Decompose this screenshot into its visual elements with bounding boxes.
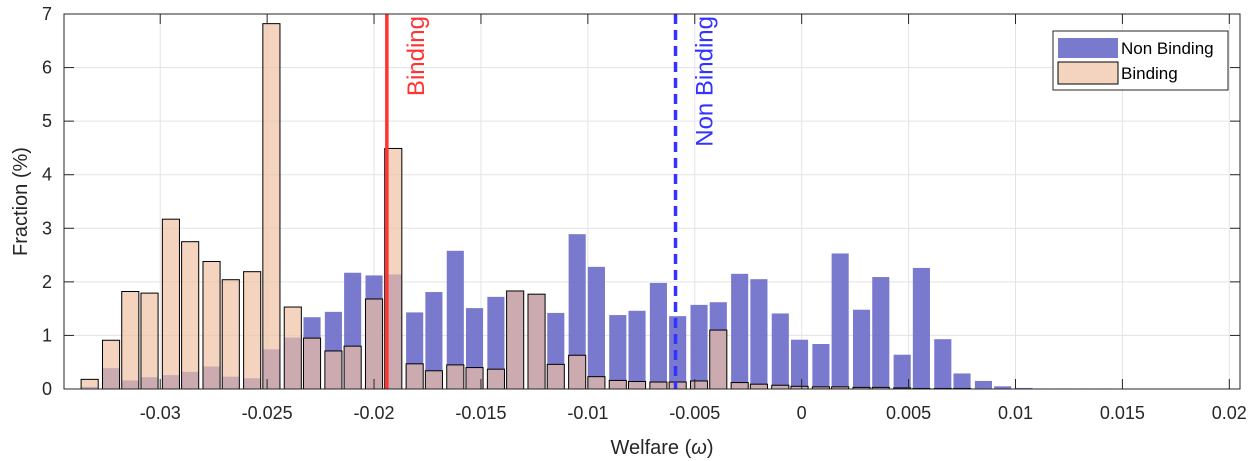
binding-bar (668, 381, 687, 390)
non-binding-bar (750, 279, 768, 389)
binding-bar (424, 370, 443, 390)
non-binding-bar (912, 267, 930, 389)
non-binding-bar (568, 234, 586, 389)
non-binding-bar (831, 253, 849, 389)
reference-label-binding: Binding (403, 16, 430, 96)
histogram-bars (80, 23, 1114, 390)
y-tick-label: 1 (42, 325, 52, 345)
non-binding-bar (852, 309, 871, 389)
y-tick-label: 0 (42, 379, 52, 399)
plot-frame (63, 13, 1241, 390)
binding-bar (446, 364, 465, 390)
non-binding-bar (953, 373, 971, 389)
non-binding-bar (790, 339, 809, 389)
x-tick-label: 0.01 (998, 403, 1033, 423)
x-axis-label-close: ) (707, 437, 714, 459)
binding-bar (181, 241, 200, 390)
y-tick-label: 7 (42, 4, 52, 24)
binding-bar (202, 261, 221, 390)
non-binding-bar (487, 296, 505, 389)
binding-bar (627, 381, 647, 390)
binding-bar (749, 383, 768, 390)
x-tick-label: -0.015 (455, 403, 506, 423)
binding-bar (771, 384, 790, 390)
binding-bar (343, 345, 362, 390)
legend-label-non-binding: Non Binding (1121, 39, 1214, 58)
x-tick-label: -0.025 (242, 403, 293, 423)
non-binding-bar (690, 304, 708, 389)
x-axis-label-text: Welfare ( (610, 437, 691, 459)
binding-bar (140, 292, 159, 390)
non-binding-bar (893, 354, 911, 389)
x-tick-label: -0.005 (669, 403, 720, 423)
axis-ticks: -0.03 -0.025 -0.02 -0.015 -0.01 -0.005 0 0.005 0… (42, 4, 1247, 423)
non-binding-bar (771, 313, 789, 389)
non-binding-bar (649, 282, 667, 389)
x-tick-label: 0.015 (1100, 403, 1145, 423)
binding-bar (689, 380, 709, 390)
y-tick-label: 4 (42, 165, 52, 185)
binding-bar (364, 298, 384, 390)
non-binding-bar (1015, 387, 1033, 389)
binding-bar (608, 379, 627, 390)
x-tick-label: -0.01 (567, 403, 608, 423)
reference-label-non-binding: Non Binding (692, 16, 719, 147)
reference-lines: Binding Non Binding (385, 14, 719, 389)
y-tick-label: 6 (42, 58, 52, 78)
binding-bar (80, 378, 99, 390)
non-binding-bar (812, 344, 830, 389)
binding-bar (546, 363, 565, 390)
x-tick-label: 0 (797, 403, 807, 423)
binding-bar (324, 350, 343, 390)
binding-bar (262, 23, 281, 390)
legend-swatch-non-binding (1058, 38, 1118, 58)
non-binding-bar (974, 380, 992, 389)
x-tick-label: 0.02 (1212, 403, 1247, 423)
binding-bar (709, 329, 728, 390)
non-binding-bar (934, 339, 952, 389)
binding-bar (649, 381, 668, 390)
non-binding-bar (994, 386, 1012, 389)
non-binding-bar (731, 273, 749, 389)
binding-bar (161, 218, 180, 390)
x-tick-label: 0.005 (886, 403, 931, 423)
binding-bar (283, 306, 302, 390)
binding-bar (221, 279, 240, 390)
non-binding-bar (425, 292, 443, 389)
legend-label-binding: Binding (1121, 64, 1178, 83)
non-binding-bar (587, 266, 605, 389)
non-binding-bar (669, 316, 687, 389)
non-binding-bar (872, 277, 890, 389)
x-axis-label: Welfare (ω) (610, 437, 713, 459)
y-tick-label: 2 (42, 272, 52, 292)
binding-bar (486, 368, 505, 390)
x-tick-label: -0.03 (140, 403, 181, 423)
legend-swatch-binding (1057, 61, 1119, 85)
binding-bars (80, 23, 972, 390)
y-tick-label: 3 (42, 218, 52, 238)
binding-bar (121, 291, 140, 390)
binding-bar (101, 339, 121, 390)
binding-bar (405, 363, 424, 390)
omega-symbol: ω (691, 437, 707, 459)
x-tick-label: -0.02 (354, 403, 395, 423)
binding-bar (568, 354, 587, 390)
legend: Non Binding Binding (1052, 30, 1229, 91)
binding-bar (527, 293, 546, 390)
non-binding-bar (609, 315, 627, 389)
binding-bar (243, 271, 262, 390)
binding-bar (302, 337, 322, 390)
non-binding-bar (628, 310, 646, 389)
binding-bar (730, 382, 749, 390)
y-axis-label: Fraction (%) (10, 147, 32, 256)
binding-bar (506, 290, 525, 390)
binding-bar (587, 376, 606, 390)
non-binding-bar (446, 250, 464, 389)
y-tick-label: 5 (42, 111, 52, 131)
